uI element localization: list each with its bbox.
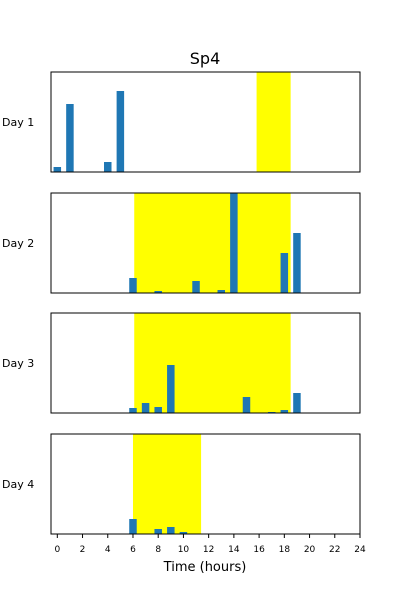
x-tick-label: 14 xyxy=(228,545,240,555)
bar xyxy=(179,532,188,534)
panel-frame xyxy=(50,433,361,535)
chart-title: Sp4 xyxy=(190,49,221,68)
x-tick-label: 24 xyxy=(354,545,366,555)
panel-day-4: Day 4 xyxy=(2,433,361,535)
bar xyxy=(129,278,137,293)
chart-panels: Day 1 Day 2 Day 3 Day 4 xyxy=(2,71,361,535)
highlight-window xyxy=(256,72,291,172)
x-tick-label: 10 xyxy=(178,545,190,555)
panel-frame xyxy=(50,312,361,414)
x-tick-label: 12 xyxy=(203,545,214,555)
x-axis: 0 2 4 6 8 10 12 14 16 18 20 22 24 xyxy=(54,534,366,555)
bar xyxy=(116,91,125,172)
bar xyxy=(104,162,112,172)
bar xyxy=(167,527,175,534)
x-axis-label: Time (hours) xyxy=(163,560,247,575)
highlight-window xyxy=(134,313,291,413)
bar xyxy=(280,410,289,413)
bar xyxy=(217,290,226,293)
panel-frame xyxy=(50,192,361,294)
bar xyxy=(154,291,162,293)
bar xyxy=(66,104,74,172)
x-tick-label: 22 xyxy=(329,545,340,555)
highlight-window xyxy=(134,193,291,293)
bar xyxy=(192,281,200,293)
bar xyxy=(129,408,137,413)
x-tick-label: 2 xyxy=(80,545,86,555)
bar xyxy=(242,397,251,413)
panel-label: Day 3 xyxy=(2,357,34,370)
panel-day-3: Day 3 xyxy=(2,312,361,414)
x-tick-label: 18 xyxy=(279,545,291,555)
x-tick-label: 0 xyxy=(54,545,60,555)
bar xyxy=(154,407,162,413)
bar xyxy=(293,233,301,293)
x-tick-label: 16 xyxy=(253,545,265,555)
bar xyxy=(154,529,162,534)
x-tick-label: 6 xyxy=(130,545,136,555)
panel-label: Day 2 xyxy=(2,237,34,250)
panel-label: Day 1 xyxy=(2,116,34,129)
bar xyxy=(53,167,62,172)
x-tick-label: 8 xyxy=(155,545,161,555)
bar xyxy=(141,403,150,413)
bar xyxy=(129,519,137,534)
highlight-window xyxy=(132,434,202,534)
panel-day-2: Day 2 xyxy=(2,192,361,294)
panel-frame xyxy=(50,71,361,173)
panel-day-1: Day 1 xyxy=(2,71,361,173)
x-tick-label: 20 xyxy=(304,545,316,555)
bar xyxy=(167,365,175,413)
panel-label: Day 4 xyxy=(2,478,34,491)
bar xyxy=(230,193,238,293)
x-tick-label: 4 xyxy=(105,545,111,555)
bar xyxy=(293,393,301,413)
bar xyxy=(280,253,289,293)
